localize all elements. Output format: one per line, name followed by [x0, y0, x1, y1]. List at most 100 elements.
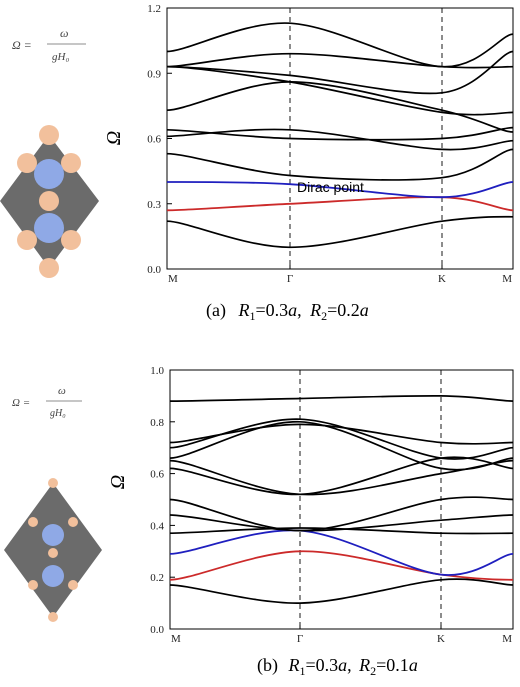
band-line-black-5	[170, 496, 513, 532]
small-cylinder	[17, 153, 37, 173]
caption-a1: a	[288, 300, 297, 320]
formula-a: Ω = ω gH₀	[12, 26, 86, 63]
y-tick-label: 0.0	[150, 624, 164, 636]
caption-prefix: (b)	[257, 655, 278, 676]
caption-a: (a) R1=0.3a, R2=0.2a	[206, 300, 369, 323]
y-axis-label: Ω	[103, 131, 125, 145]
band-line-blue-2	[170, 529, 513, 576]
band-line-black-8	[170, 420, 513, 471]
caption-r2-sub: 2	[321, 309, 327, 323]
formula-numerator: ω	[60, 26, 68, 40]
band-line-blue-2	[167, 181, 513, 199]
y-axis-ticks: 0.0 0.2 0.4 0.6 0.8 1.0	[150, 365, 175, 636]
y-tick-label: 0.4	[150, 520, 164, 532]
band-line-black-11	[170, 394, 513, 402]
band-line-black-7	[170, 459, 513, 496]
band-plot-a: 0.0 0.3 0.6 0.9 1.2 M Γ K M Ω Dirac point	[103, 3, 514, 285]
small-cylinder	[39, 258, 59, 278]
caption-r1-sub: 1	[249, 309, 255, 323]
caption-r2: R	[309, 300, 321, 320]
band-line-black-8	[167, 52, 513, 69]
caption-r2: R	[358, 655, 370, 675]
y-tick-label: 0.8	[150, 417, 164, 429]
caption-r1-sub: 1	[300, 664, 306, 678]
y-tick-label: 1.2	[147, 3, 161, 15]
caption-r2-value: =0.1	[376, 655, 409, 675]
small-cylinder	[39, 125, 59, 145]
formula-numerator: ω	[58, 385, 66, 397]
large-cylinder	[34, 213, 64, 243]
plot-frame	[166, 7, 514, 270]
formula-lhs: Ω =	[12, 38, 32, 52]
y-axis-ticks: 0.0 0.3 0.6 0.9 1.2	[147, 3, 172, 276]
band-line-red-1	[167, 196, 513, 212]
band-line-black-5	[167, 126, 513, 141]
band-line-black-3	[167, 148, 513, 181]
y-tick-label: 0.0	[147, 264, 161, 276]
band-line-black-6	[167, 81, 513, 133]
band-plot-b: 0.0 0.2 0.4 0.6 0.8 1.0 M Γ K M Ω	[107, 365, 514, 645]
series-group	[170, 394, 513, 604]
band-line-black-0	[167, 215, 513, 249]
small-cylinder	[68, 580, 78, 590]
x-tick-label: M	[168, 273, 178, 285]
caption-a2: a	[409, 655, 418, 675]
caption-r1-value: =0.3	[306, 655, 339, 675]
band-line-black-9	[167, 50, 513, 95]
caption-r1: R	[237, 300, 249, 320]
x-tick-label: K	[437, 633, 445, 645]
small-cylinder	[61, 153, 81, 173]
series-group	[167, 22, 513, 249]
y-tick-label: 0.2	[150, 572, 164, 584]
band-line-black-6	[170, 456, 513, 496]
x-tick-label: M	[171, 633, 181, 645]
y-axis-label: Ω	[107, 475, 129, 489]
small-cylinder	[39, 191, 59, 211]
formula-lhs: Ω =	[12, 397, 30, 409]
small-cylinder	[48, 612, 58, 622]
band-line-black-10	[170, 423, 513, 445]
band-line-black-0	[170, 578, 513, 604]
caption-a1: a	[338, 655, 347, 675]
unit-cell-b	[4, 478, 102, 622]
caption: (b) R1=0.3a, R2=0.1a	[257, 655, 418, 678]
large-cylinder	[34, 159, 64, 189]
small-cylinder	[68, 517, 78, 527]
small-cylinder	[28, 580, 38, 590]
band-line-black-4	[170, 514, 513, 532]
band-line-black-7	[167, 65, 513, 116]
caption-r1-value: =0.3	[255, 300, 288, 320]
band-line-black-10	[167, 22, 513, 68]
large-cylinder	[42, 565, 64, 587]
caption-b: (b) R1=0.3a, R2=0.1a	[257, 655, 418, 678]
formula-b: Ω = ω gH₀	[12, 385, 82, 419]
y-tick-label: 0.3	[147, 199, 161, 211]
y-tick-label: 0.6	[150, 469, 164, 481]
formula-denominator: gH₀	[52, 51, 69, 63]
band-line-black-9	[170, 418, 513, 460]
small-cylinder	[28, 517, 38, 527]
band-line-red-1	[170, 550, 513, 581]
caption-a2: a	[360, 300, 369, 320]
caption: (a) R1=0.3a, R2=0.2a	[206, 300, 369, 323]
x-tick-label: M	[502, 273, 512, 285]
formula-denominator: gH₀	[50, 408, 66, 419]
x-tick-label: M	[502, 633, 512, 645]
caption-r1: R	[288, 655, 300, 675]
small-cylinder	[17, 230, 37, 250]
small-cylinder	[48, 478, 58, 488]
y-tick-label: 0.6	[147, 134, 161, 146]
y-tick-label: 0.9	[147, 68, 161, 80]
x-tick-label: Γ	[287, 273, 293, 285]
caption-prefix: (a)	[206, 300, 226, 321]
unit-cell-a	[0, 125, 99, 278]
y-tick-label: 1.0	[150, 365, 164, 377]
caption-sep: ,	[347, 655, 352, 675]
small-cylinder	[61, 230, 81, 250]
plot-frame	[169, 369, 514, 630]
band-line-black-3	[170, 527, 513, 535]
x-tick-label: K	[438, 273, 446, 285]
x-tick-label: Γ	[297, 633, 303, 645]
